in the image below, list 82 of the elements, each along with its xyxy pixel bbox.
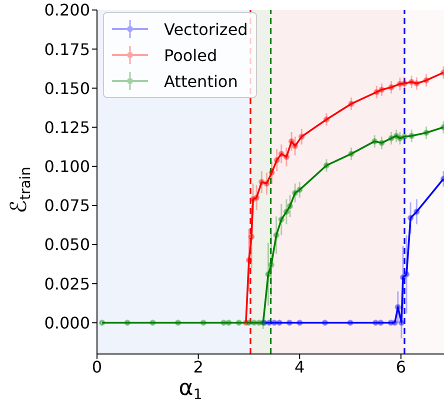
point [388, 84, 394, 90]
point [394, 304, 401, 310]
point [248, 234, 255, 240]
point [288, 138, 295, 144]
point [372, 138, 378, 144]
point [265, 271, 272, 278]
point [246, 320, 252, 326]
point [407, 214, 414, 222]
point [396, 80, 404, 88]
point [271, 320, 278, 326]
point [423, 77, 430, 84]
point [98, 320, 106, 326]
point [226, 320, 232, 326]
y-tick-label: 0.000 [44, 313, 90, 332]
point [408, 132, 415, 139]
point [348, 150, 354, 157]
point [283, 154, 290, 160]
point [236, 320, 242, 326]
point [398, 320, 405, 326]
point [392, 320, 398, 326]
x-tick-label: 2 [193, 357, 204, 376]
point [286, 202, 294, 210]
point [372, 320, 379, 326]
point [264, 180, 270, 187]
point [298, 134, 305, 140]
point [323, 162, 330, 169]
point [414, 208, 420, 215]
point [347, 320, 354, 326]
point [400, 274, 406, 280]
legend-label: Attention [164, 72, 238, 90]
y-tick-label: 0.075 [44, 196, 90, 216]
point [292, 142, 298, 150]
point [278, 150, 284, 157]
point [268, 262, 274, 268]
legend-label: Pooled [164, 46, 218, 64]
y-tick-label: 0.025 [44, 274, 90, 294]
point [401, 134, 408, 140]
point [378, 86, 385, 93]
y-tick-label: 0.150 [44, 78, 90, 98]
point [124, 320, 130, 326]
y-tick-label: 0.125 [44, 118, 90, 137]
point [403, 271, 410, 278]
y-tick-label: 0.200 [44, 0, 90, 20]
y-tick-label: 0.100 [44, 157, 90, 176]
point [150, 320, 156, 326]
y-tick-label: 0.175 [44, 40, 90, 59]
point [250, 320, 258, 326]
point [273, 232, 280, 238]
point [374, 88, 380, 96]
point [220, 320, 227, 326]
x-tick-label: 6 [396, 357, 406, 376]
point [258, 178, 265, 186]
point [322, 320, 328, 326]
point [388, 135, 394, 142]
point [174, 320, 182, 326]
point [283, 208, 290, 215]
point [378, 320, 384, 326]
point [274, 157, 280, 164]
point [408, 78, 415, 86]
point [253, 194, 260, 201]
y-tick-label: 0.050 [44, 235, 90, 254]
point [396, 135, 404, 142]
point [246, 257, 252, 264]
legend-label: Vectorized [164, 20, 248, 38]
x-tick-label: 0 [92, 357, 102, 376]
point [292, 190, 298, 196]
x-axis-title: α$_{1}$ [178, 376, 202, 402]
point [323, 116, 330, 123]
point [296, 320, 303, 326]
point [423, 130, 430, 136]
point [266, 320, 272, 326]
point [378, 140, 385, 146]
point [414, 80, 420, 87]
point [268, 170, 275, 176]
point [276, 320, 282, 326]
point [401, 80, 408, 87]
x-tick-label: 4 [294, 357, 305, 376]
point [278, 216, 284, 223]
point [200, 320, 206, 326]
point [348, 100, 354, 107]
point [286, 320, 293, 326]
point [296, 186, 303, 193]
